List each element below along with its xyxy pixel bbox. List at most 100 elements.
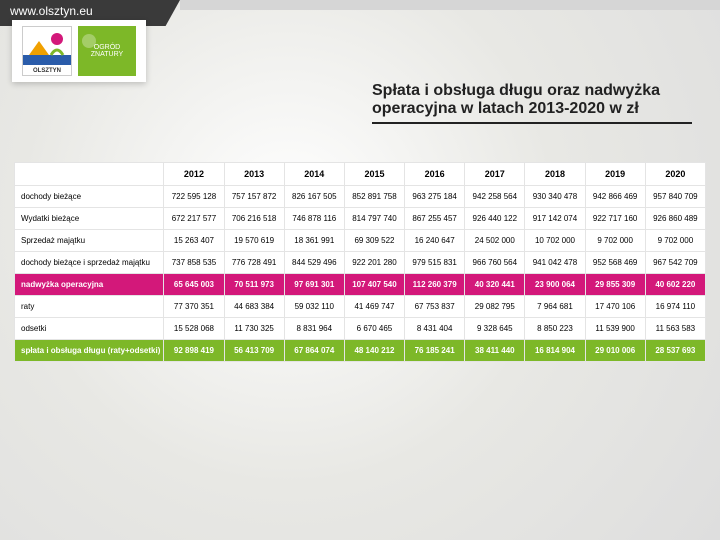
col-year: 2015 [344, 163, 404, 186]
cell-value: 70 511 973 [224, 274, 284, 296]
col-year: 2019 [585, 163, 645, 186]
cell-value: 930 340 478 [525, 186, 585, 208]
cell-value: 926 440 122 [465, 208, 525, 230]
cell-value: 9 702 000 [585, 230, 645, 252]
row-label: dochody bieżące i sprzedaż majątku [15, 252, 164, 274]
cell-value: 17 470 106 [585, 296, 645, 318]
row-label: raty [15, 296, 164, 318]
cell-value: 10 702 000 [525, 230, 585, 252]
logo-main: OLSZTYN [22, 26, 72, 76]
cell-value: 59 032 110 [284, 296, 344, 318]
logo-text: OLSZTYN [23, 68, 71, 74]
budget-table-wrap: 201220132014201520162017201820192020 doc… [14, 162, 706, 362]
cell-value: 814 797 740 [344, 208, 404, 230]
table-row: Sprzedaż majątku15 263 40719 570 61918 3… [15, 230, 706, 252]
cell-value: 41 469 747 [344, 296, 404, 318]
cell-value: 966 760 564 [465, 252, 525, 274]
cell-value: 29 855 309 [585, 274, 645, 296]
cell-value: 97 691 301 [284, 274, 344, 296]
cell-value: 67 753 837 [405, 296, 465, 318]
cell-value: 757 157 872 [224, 186, 284, 208]
cell-value: 9 702 000 [645, 230, 705, 252]
top-strip [180, 0, 720, 10]
cell-value: 867 255 457 [405, 208, 465, 230]
row-label: Sprzedaż majątku [15, 230, 164, 252]
cell-value: 942 258 564 [465, 186, 525, 208]
col-blank [15, 163, 164, 186]
cell-value: 722 595 128 [164, 186, 224, 208]
budget-table: 201220132014201520162017201820192020 doc… [14, 162, 706, 362]
table-row: odsetki15 528 06811 730 3258 831 9646 67… [15, 318, 706, 340]
cell-value: 16 814 904 [525, 340, 585, 362]
row-label: Wydatki bieżące [15, 208, 164, 230]
cell-value: 952 568 469 [585, 252, 645, 274]
cell-value: 957 840 709 [645, 186, 705, 208]
cell-value: 107 407 540 [344, 274, 404, 296]
cell-value: 92 898 419 [164, 340, 224, 362]
cell-value: 16 240 647 [405, 230, 465, 252]
cell-value: 19 570 619 [224, 230, 284, 252]
cell-value: 737 858 535 [164, 252, 224, 274]
cell-value: 28 537 693 [645, 340, 705, 362]
cell-value: 7 964 681 [525, 296, 585, 318]
cell-value: 11 539 900 [585, 318, 645, 340]
page-title: Spłata i obsługa długu oraz nadwyżka ope… [372, 82, 692, 124]
cell-value: 44 683 384 [224, 296, 284, 318]
cell-value: 917 142 074 [525, 208, 585, 230]
cell-value: 826 167 505 [284, 186, 344, 208]
cell-value: 11 730 325 [224, 318, 284, 340]
cell-value: 15 263 407 [164, 230, 224, 252]
cell-value: 23 900 064 [525, 274, 585, 296]
cell-value: 69 309 522 [344, 230, 404, 252]
cell-value: 922 201 280 [344, 252, 404, 274]
table-row: spłata i obsługa długu (raty+odsetki)92 … [15, 340, 706, 362]
cell-value: 24 502 000 [465, 230, 525, 252]
table-row: dochody bieżące722 595 128757 157 872826… [15, 186, 706, 208]
title-line2: operacyjna w latach 2013-2020 w zł [372, 100, 639, 117]
cell-value: 18 361 991 [284, 230, 344, 252]
cell-value: 776 728 491 [224, 252, 284, 274]
cell-value: 38 411 440 [465, 340, 525, 362]
logo-side-text: OGRÓD ZNATURY [78, 44, 136, 58]
col-year: 2017 [465, 163, 525, 186]
cell-value: 65 645 003 [164, 274, 224, 296]
cell-value: 8 850 223 [525, 318, 585, 340]
col-year: 2018 [525, 163, 585, 186]
cell-value: 67 864 074 [284, 340, 344, 362]
row-label: odsetki [15, 318, 164, 340]
cell-value: 56 413 709 [224, 340, 284, 362]
table-row: raty77 370 35144 683 38459 032 11041 469… [15, 296, 706, 318]
cell-value: 40 602 220 [645, 274, 705, 296]
logo-block: OLSZTYN OGRÓD ZNATURY [12, 20, 146, 82]
col-year: 2012 [164, 163, 224, 186]
cell-value: 112 260 379 [405, 274, 465, 296]
row-label: spłata i obsługa długu (raty+odsetki) [15, 340, 164, 362]
cell-value: 29 010 006 [585, 340, 645, 362]
cell-value: 9 328 645 [465, 318, 525, 340]
cell-value: 40 320 441 [465, 274, 525, 296]
cell-value: 672 217 577 [164, 208, 224, 230]
olsztyn-logo-icon [23, 27, 71, 65]
cell-value: 8 431 404 [405, 318, 465, 340]
cell-value: 76 185 241 [405, 340, 465, 362]
cell-value: 706 216 518 [224, 208, 284, 230]
cell-value: 29 082 795 [465, 296, 525, 318]
cell-value: 941 042 478 [525, 252, 585, 274]
cell-value: 979 515 831 [405, 252, 465, 274]
row-label: dochody bieżące [15, 186, 164, 208]
cell-value: 77 370 351 [164, 296, 224, 318]
cell-value: 11 563 583 [645, 318, 705, 340]
row-label: nadwyżka operacyjna [15, 274, 164, 296]
cell-value: 963 275 184 [405, 186, 465, 208]
table-row: Wydatki bieżące672 217 577706 216 518746… [15, 208, 706, 230]
cell-value: 942 866 469 [585, 186, 645, 208]
col-year: 2016 [405, 163, 465, 186]
col-year: 2020 [645, 163, 705, 186]
cell-value: 48 140 212 [344, 340, 404, 362]
cell-value: 746 878 116 [284, 208, 344, 230]
table-row: nadwyżka operacyjna65 645 00370 511 9739… [15, 274, 706, 296]
cell-value: 926 860 489 [645, 208, 705, 230]
cell-value: 16 974 110 [645, 296, 705, 318]
cell-value: 852 891 758 [344, 186, 404, 208]
title-line1: Spłata i obsługa długu oraz nadwyżka [372, 82, 660, 99]
